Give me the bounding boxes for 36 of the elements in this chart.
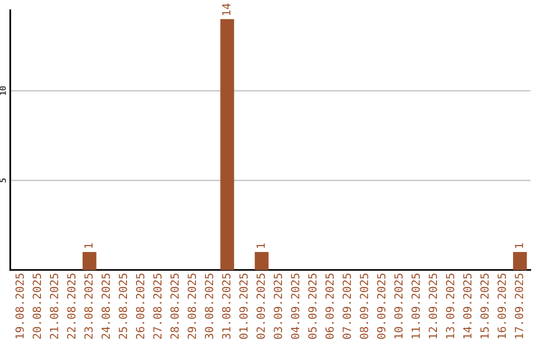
x-tick-label: 07.09.2025 (342, 274, 352, 339)
x-tick-label: 31.08.2025 (222, 274, 230, 339)
data-label: 1 (514, 243, 524, 248)
x-tick-label: 26.08.2025 (136, 274, 144, 339)
x-tick-label: 21.08.2025 (50, 274, 58, 339)
x-tick-label: 15.09.2025 (480, 274, 489, 338)
x-tick-label: 23.08.2025 (84, 274, 93, 339)
x-tick-label: 30.08.2025 (204, 274, 214, 339)
x-tick-label: 06.09.2025 (325, 274, 334, 339)
x-tick-label: 22.08.2025 (67, 274, 76, 339)
x-tick-label: 09.09.2025 (377, 274, 386, 339)
x-tick-label: 05.09.2025 (308, 274, 317, 339)
x-tick-label: 01.09.2025 (239, 274, 248, 339)
x-tick-label: 10.09.2025 (394, 274, 403, 338)
x-tick-label: 02.09.2025 (256, 274, 265, 339)
y-tick-label: 10 (0, 86, 6, 95)
x-tick-label: 20.08.2025 (32, 274, 42, 339)
x-tick-label: 08.09.2025 (360, 274, 368, 339)
y-tick-label: 5 (0, 178, 6, 182)
x-tick-label: 04.09.2025 (290, 274, 300, 339)
x-tick-label: 19.08.2025 (15, 274, 24, 338)
data-label: 1 (84, 243, 93, 248)
x-tick-label: 16.09.2025 (498, 274, 506, 338)
x-tick-label: 11.09.2025 (411, 274, 420, 338)
x-tick-label: 13.09.2025 (446, 274, 454, 338)
x-tick-label: 24.08.2025 (102, 274, 110, 339)
x-tick-label: 17.09.2025 (514, 274, 524, 338)
x-tick-label: 12.09.2025 (428, 274, 438, 338)
x-tick-label: 27.08.2025 (153, 274, 162, 339)
x-tick-label: 29.08.2025 (188, 274, 196, 339)
data-label: 14 (222, 4, 230, 16)
x-tick-label: 14.09.2025 (463, 274, 472, 338)
x-tick-label: 03.09.2025 (274, 274, 282, 339)
x-tick-label: 25.08.2025 (118, 274, 128, 339)
x-tick-label: 28.08.2025 (170, 274, 179, 339)
data-label: 1 (256, 243, 265, 248)
